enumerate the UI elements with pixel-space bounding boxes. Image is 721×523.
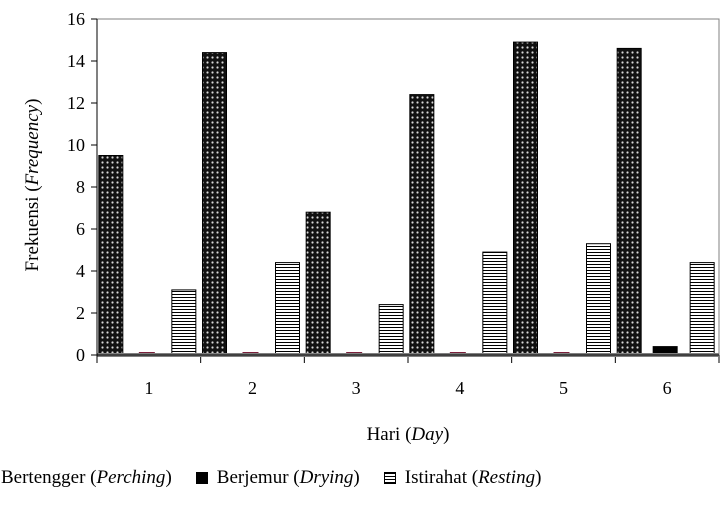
x-axis-title: Hari (Day) [367, 424, 450, 445]
bar-perching [202, 52, 227, 356]
bar-resting [171, 289, 197, 356]
x-tick-label: 2 [248, 378, 257, 398]
bar-resting [689, 262, 715, 356]
y-axis-title: Frekuensi (Frequency) [22, 99, 43, 272]
bar-perching [305, 211, 331, 356]
y-tick-label: 10 [67, 135, 85, 155]
x-tick-label: 4 [455, 378, 464, 398]
x-tick-label: 6 [663, 378, 672, 398]
legend-item-drying: Berjemur (Drying) [195, 467, 360, 489]
legend-label-drying: Berjemur (Drying) [216, 467, 360, 488]
y-tick-label: 16 [67, 9, 85, 29]
bar-perching [513, 41, 538, 356]
legend-item-perching: Bertengger (Perching) [0, 467, 172, 489]
x-tick-label: 5 [559, 378, 568, 398]
y-tick-label: 2 [76, 303, 85, 323]
y-tick-label: 6 [76, 219, 85, 239]
legend-label-resting: Istirahat (Resting) [404, 467, 542, 488]
chart-legend: Bertengger (Perching) Berjemur (Drying) … [0, 462, 565, 494]
legend-swatch-striped [383, 472, 396, 484]
y-tick-label: 4 [76, 261, 85, 281]
bar-resting [482, 251, 508, 356]
x-tick-label: 3 [352, 378, 361, 398]
legend-label-perching: Bertengger (Perching) [1, 467, 172, 488]
bar-resting [275, 262, 300, 356]
y-tick-label: 14 [67, 51, 85, 71]
y-tick-label: 12 [67, 93, 85, 113]
bar-perching [616, 47, 642, 356]
legend-swatch-solid [195, 472, 208, 484]
x-tick-label: 1 [144, 378, 153, 398]
bar-perching [409, 94, 435, 356]
legend-item-resting: Istirahat (Resting) [383, 467, 542, 489]
y-tick-label: 8 [76, 177, 85, 197]
y-tick-label: 0 [76, 345, 85, 365]
bar-resting [378, 304, 404, 356]
bar-resting [586, 243, 611, 356]
bar-perching [98, 155, 124, 356]
